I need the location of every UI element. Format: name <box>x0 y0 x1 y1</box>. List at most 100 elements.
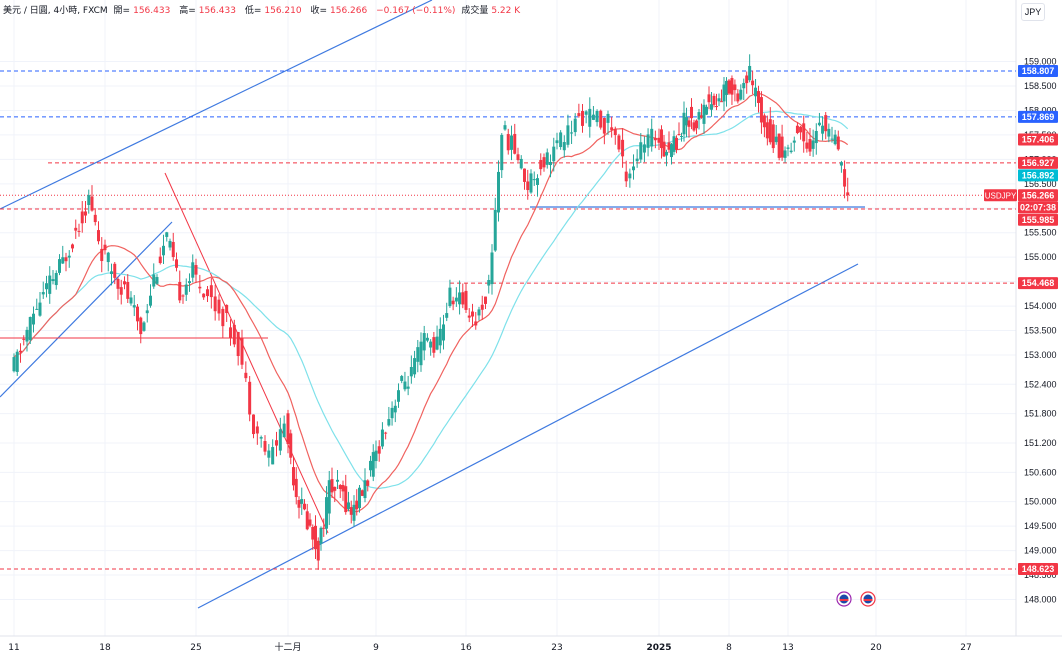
candle-body <box>717 98 721 102</box>
event-flag-icon[interactable] <box>860 591 876 607</box>
candle-body <box>707 94 711 103</box>
candle-body <box>445 313 449 318</box>
candle-body <box>667 142 671 150</box>
candle-body <box>371 452 375 477</box>
ohlc-high: 高= 156.433 <box>179 6 236 16</box>
candle-body <box>532 179 536 181</box>
time-axis[interactable]: 11 18 25 十二月 9 16 23 2025 8 13 20 27 <box>8 641 971 653</box>
candle-body <box>516 154 520 160</box>
candle-body <box>48 275 52 294</box>
candle-body <box>45 283 48 290</box>
candle-body <box>333 486 337 491</box>
candle-body <box>325 497 328 529</box>
candle-body <box>759 97 763 123</box>
y-tick-label: 153.500 <box>1024 326 1057 336</box>
price-tag-text: 155.985 <box>1022 215 1055 225</box>
x-tick-label: 十二月 <box>274 641 301 653</box>
candle-body <box>487 280 491 286</box>
candle-body <box>126 282 130 299</box>
y-tick-label: 149.000 <box>1024 546 1057 556</box>
y-tick-label: 150.600 <box>1024 467 1057 477</box>
candle-body <box>808 139 812 152</box>
candle-body <box>292 467 295 486</box>
candle-body <box>712 95 716 105</box>
candle-body <box>384 432 388 434</box>
candle-body <box>184 284 188 295</box>
candle-body <box>171 241 175 258</box>
candle-body <box>602 118 606 134</box>
candle-body <box>635 158 639 162</box>
flag-stripe <box>839 599 849 601</box>
candle-body <box>158 256 162 264</box>
candle-body <box>549 161 552 166</box>
candle-body <box>206 289 209 297</box>
candle-body <box>677 134 681 136</box>
candle-body <box>559 132 563 148</box>
candle-body <box>390 407 394 419</box>
candle-body <box>662 141 666 157</box>
price-tag-text: 02:07:38 <box>1020 202 1056 212</box>
candle-body <box>435 336 439 350</box>
candle-body <box>90 196 94 211</box>
candle-body <box>650 128 654 147</box>
y-tick-label: 152.400 <box>1024 379 1057 389</box>
y-tick-label: 148.000 <box>1024 594 1057 604</box>
price-tag <box>1018 213 1058 226</box>
candle-body <box>80 211 84 224</box>
candle-body <box>303 503 306 510</box>
candle-body <box>748 65 752 81</box>
candle-body <box>429 341 433 348</box>
y-tick-label: 151.200 <box>1024 438 1057 448</box>
candle-body <box>725 80 728 95</box>
x-tick-label: 16 <box>460 643 472 653</box>
candle-body <box>824 115 828 132</box>
candle-body <box>780 136 784 158</box>
flag-stripe <box>863 599 873 601</box>
y-tick-label: 155.500 <box>1024 228 1057 238</box>
price-tag <box>1018 277 1058 290</box>
candle-body <box>461 292 465 305</box>
candle-body <box>722 84 726 102</box>
candle-body <box>289 433 293 458</box>
candle-body <box>162 245 165 256</box>
candle-body <box>263 441 267 452</box>
price-tag <box>1018 133 1058 146</box>
candle-body <box>529 173 533 193</box>
candle-body <box>720 101 723 103</box>
candle-body <box>795 125 799 134</box>
candle-body <box>275 440 278 446</box>
candle-body <box>545 152 549 165</box>
candle-body <box>566 125 570 145</box>
currency-button[interactable]: JPY <box>1021 3 1045 21</box>
candle-body <box>393 405 397 413</box>
candle-body <box>305 511 309 530</box>
candle-body <box>316 540 320 561</box>
symbol-tag <box>984 189 1017 202</box>
candle-body <box>771 124 775 149</box>
candle-body <box>513 133 517 154</box>
candle-body <box>84 211 87 216</box>
candle-body <box>25 329 29 342</box>
candle-body <box>74 227 78 231</box>
chart-legend: 美元 / 日圓, 4小時, FXCM 開= 156.433 高= 156.433 低… <box>3 3 526 16</box>
candle-body <box>562 142 566 151</box>
price-labels: 158.807 157.869 157.406 156.927 156.892 156.2… <box>984 65 1058 575</box>
event-flag-icon[interactable] <box>836 591 852 607</box>
candle-body <box>642 144 646 153</box>
x-tick-label: 23 <box>551 643 562 653</box>
candle-body <box>817 122 821 126</box>
candle-body <box>774 136 778 143</box>
candle-body <box>213 296 217 312</box>
candle-body <box>442 324 445 341</box>
candle-body <box>497 171 500 213</box>
candle-body <box>336 479 339 482</box>
candle-body <box>244 372 248 379</box>
candle-body <box>542 157 546 168</box>
candle-body <box>814 130 818 144</box>
candle-body <box>271 447 275 465</box>
candle-body <box>555 140 559 144</box>
candle-body <box>15 351 19 372</box>
event-markers[interactable] <box>836 591 876 607</box>
candle-body <box>106 252 110 263</box>
